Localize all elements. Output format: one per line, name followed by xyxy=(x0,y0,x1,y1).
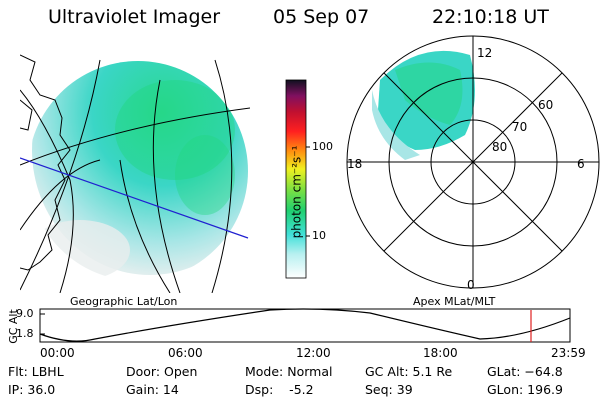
mode-info: Mode: Normal xyxy=(245,364,333,379)
gain-info: Gain: 14 xyxy=(126,382,179,397)
lat-label-70: 70 xyxy=(512,120,528,134)
latitude-line xyxy=(20,107,250,166)
door-info: Door: Open xyxy=(126,364,198,379)
time-tick: 23:59 xyxy=(551,346,586,360)
left-panel-caption: Geographic Lat/Lon xyxy=(70,295,178,308)
altitude-tick-low: 1.8 xyxy=(16,327,34,340)
ip-info: IP: 36.0 xyxy=(8,382,56,397)
ground-track xyxy=(20,157,249,239)
seq-info: Seq: 39 xyxy=(365,382,413,397)
colorbar-tick-100: 100 xyxy=(312,140,333,153)
time-label: 22:10:18 UT xyxy=(432,6,549,28)
apex-polar-panel xyxy=(346,35,600,289)
glon-info: GLon: 196.9 xyxy=(487,382,563,397)
dsp-info: Dsp: -5.2 xyxy=(245,382,314,397)
time-tick: 06:00 xyxy=(168,346,203,360)
geographic-image-panel xyxy=(20,54,250,293)
coastline xyxy=(20,54,71,271)
time-tick: 18:00 xyxy=(423,346,458,360)
right-panel-caption: Apex MLat/MLT xyxy=(413,295,496,308)
colorbar-tick-10: 10 xyxy=(312,229,326,242)
longitude-line xyxy=(152,79,181,293)
altitude-curve xyxy=(39,308,571,342)
altitude-tick-high: 9.0 xyxy=(16,307,34,320)
longitude-line xyxy=(20,59,101,291)
mlt-label-0: 0 xyxy=(467,278,475,292)
aurora-disk xyxy=(30,61,248,280)
glat-info: GLat: −64.8 xyxy=(487,364,563,379)
latitude-line xyxy=(20,159,101,231)
mlt-label-12: 12 xyxy=(477,46,493,60)
time-tick: 12:00 xyxy=(296,346,331,360)
longitude-line xyxy=(211,59,233,293)
gc-alt-info: GC Alt: 5.1 Re xyxy=(365,364,453,379)
colorbar xyxy=(285,79,307,279)
lat-label-80: 80 xyxy=(492,140,508,154)
time-tick: 00:00 xyxy=(40,346,75,360)
mlt-label-6: 6 xyxy=(577,157,585,171)
altitude-strip xyxy=(39,308,571,343)
colorbar-unit-label: photon cm⁻²s⁻¹ xyxy=(289,145,304,239)
mlt-label-18: 18 xyxy=(347,157,363,171)
flt-info: Flt: LBHL xyxy=(8,364,64,379)
app-title: Ultraviolet Imager xyxy=(48,6,221,28)
lat-label-60: 60 xyxy=(538,98,554,112)
date-label: 05 Sep 07 xyxy=(273,6,370,28)
longitude-line xyxy=(119,159,171,293)
